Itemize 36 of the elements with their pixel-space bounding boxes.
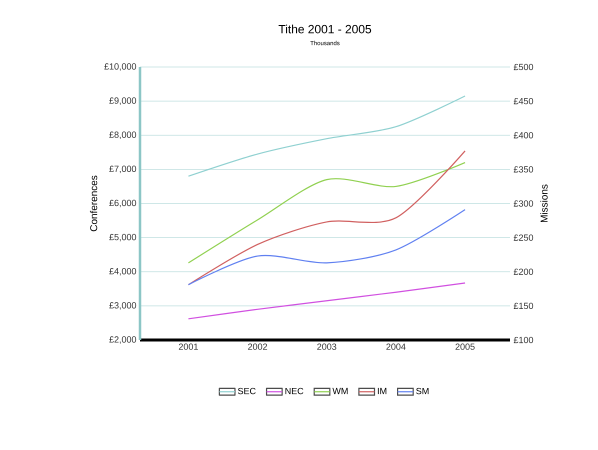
legend-label: SEC	[238, 388, 256, 394]
x-tick-label: 2005	[456, 344, 475, 350]
y-tick-label: £5,000	[109, 234, 136, 242]
y-axis-title: Conferences	[90, 176, 98, 232]
legend-label: WM	[332, 388, 348, 394]
y-tick-label: £7,000	[109, 166, 136, 174]
y-tick-label: £6,000	[109, 200, 136, 208]
y-tick-label: £3,000	[109, 302, 136, 310]
legend-label: NEC	[285, 388, 304, 394]
x-tick-label: 2004	[386, 344, 406, 350]
y2-tick-label: £400	[514, 132, 534, 138]
y2-tick-label: £250	[514, 234, 534, 241]
y2-tick-label: £200	[514, 268, 534, 275]
chart-title: Tithe 2001 - 2005	[278, 24, 372, 34]
line-series	[188, 209, 466, 286]
y2-tick-label: £150	[514, 302, 534, 310]
y-tick-label: £10,000	[104, 63, 136, 71]
legend-label: SM	[416, 388, 428, 394]
line-series	[188, 162, 466, 264]
x-tick-label: 2002	[248, 344, 268, 350]
y2-axis-title: Missions	[540, 184, 548, 222]
line-series	[188, 150, 466, 286]
y-tick-label: £9,000	[109, 97, 136, 105]
y-tick-label: £4,000	[109, 268, 136, 276]
x-tick-label: 2001	[178, 344, 198, 350]
y2-tick-label: £300	[514, 200, 534, 207]
y-tick-label: £2,000	[109, 336, 136, 344]
y2-tick-label: £100	[514, 336, 534, 344]
line-series	[188, 95, 466, 177]
x-tick-label: 2003	[317, 344, 336, 350]
y-tick-label: £8,000	[109, 132, 136, 139]
y2-tick-label: £350	[514, 166, 534, 173]
y2-tick-label: £450	[514, 98, 534, 104]
legend-label: IM	[378, 388, 386, 394]
y2-tick-label: £500	[514, 64, 534, 70]
line-series	[188, 282, 466, 320]
